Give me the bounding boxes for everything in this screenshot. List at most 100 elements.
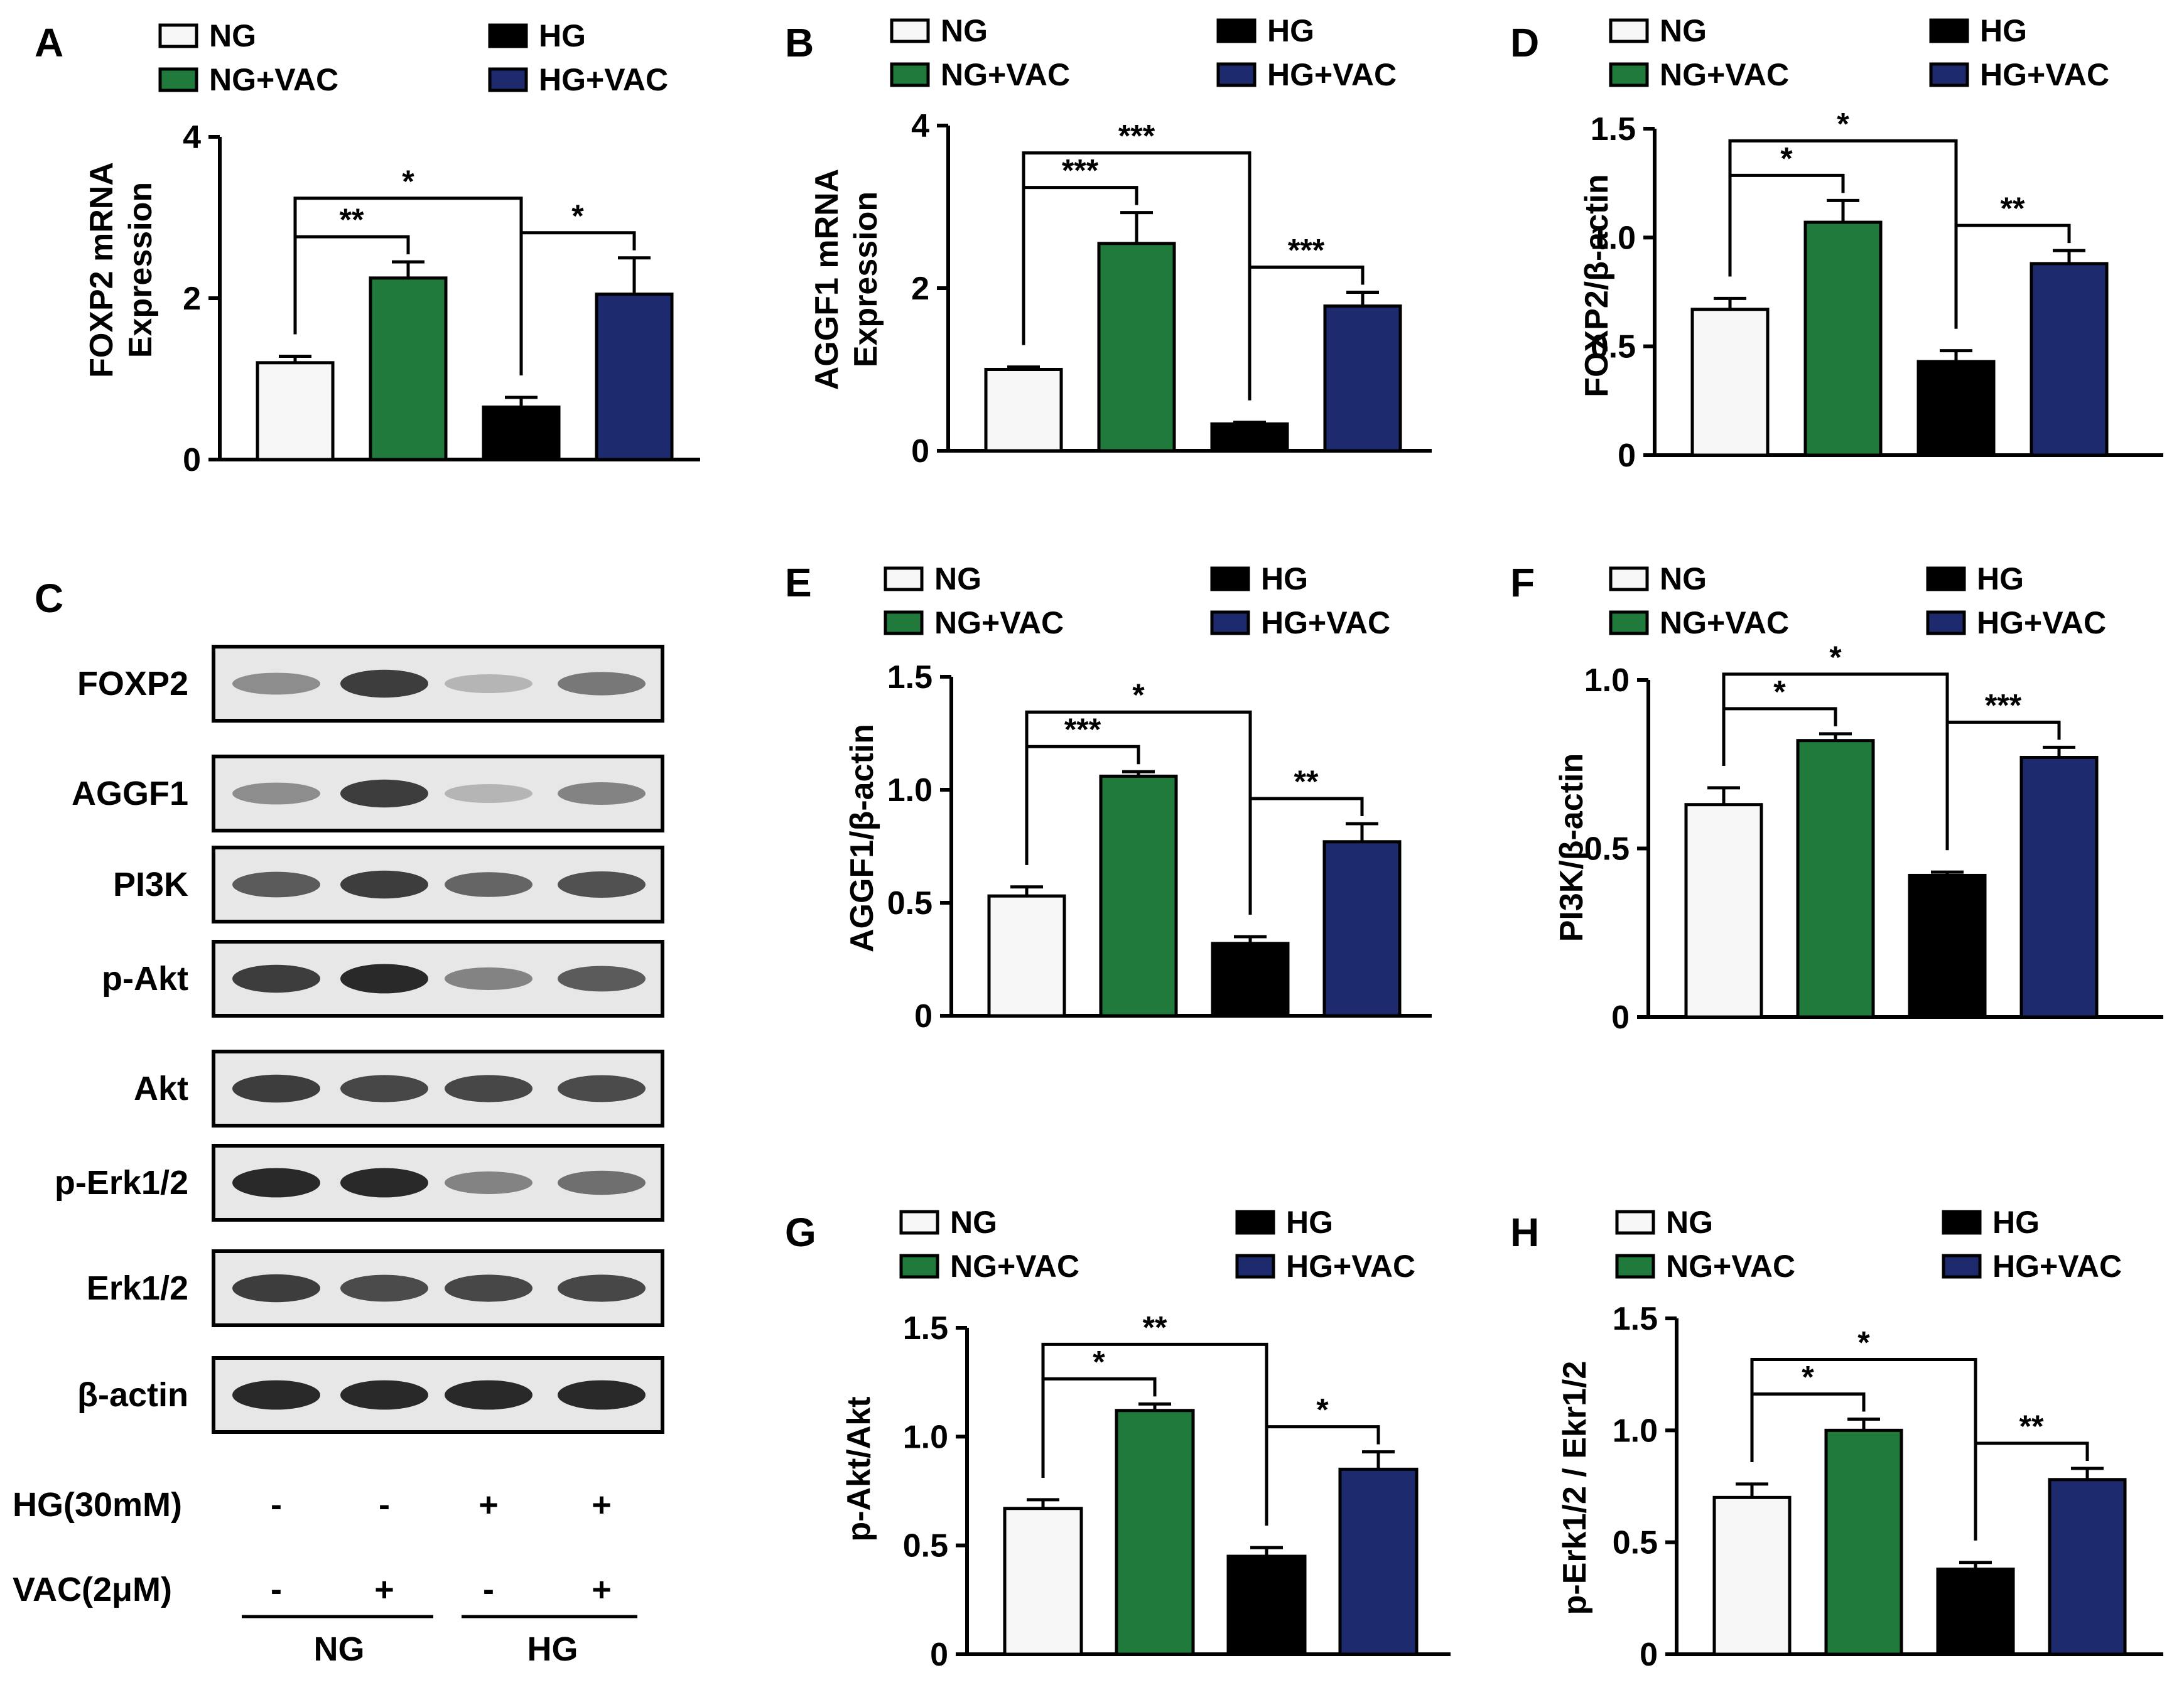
y-tick-label: 1.5: [1613, 1301, 1658, 1337]
bar-HG: [1211, 942, 1290, 1018]
bar-HG+VAC: [1322, 840, 1402, 1018]
blot-band: [558, 1075, 646, 1102]
legend-label-NG+VAC: NG+VAC: [1666, 1249, 1795, 1284]
panel-label: C: [35, 576, 63, 621]
y-tick-label: 0: [911, 433, 929, 470]
legend-swatch-HG: [1216, 18, 1257, 43]
significance-label: *: [571, 198, 584, 234]
legend-label-HG+VAC: HG+VAC: [1261, 605, 1390, 640]
legend-label-HG: HG: [1267, 13, 1314, 48]
bar-HG+VAC: [595, 293, 674, 461]
y-tick-label: 1.0: [1591, 220, 1636, 256]
condition-symbol: -: [483, 1571, 494, 1608]
legend-label-HG: HG: [1977, 561, 2024, 596]
legend-label-NG+VAC: NG+VAC: [209, 62, 338, 97]
bar-HG: [1226, 1554, 1307, 1656]
significance-label: **: [1294, 764, 1319, 799]
significance-label: ***: [1064, 712, 1101, 747]
chart-legend: NG NG+VAC HG HG+VAC: [1609, 561, 2106, 640]
condition-symbol: +: [374, 1571, 394, 1608]
blot-band: [445, 1171, 532, 1194]
legend-label-HG+VAC: HG+VAC: [1992, 1249, 2122, 1284]
legend-label-HG+VAC: HG+VAC: [1286, 1249, 1415, 1284]
condition-label: HG(30mM): [13, 1486, 182, 1524]
blot-band: [445, 1380, 532, 1410]
legend-label-NG: NG: [1666, 1205, 1713, 1240]
legend-swatch-NG+VAC: [899, 1254, 939, 1279]
y-tick-label: 1.0: [903, 1419, 948, 1455]
chart-legend: NG NG+VAC HG HG+VAC: [1609, 13, 2109, 92]
condition-symbol: -: [271, 1486, 282, 1524]
legend-swatch-HG: [488, 23, 528, 48]
significance-bracket: [1954, 223, 2071, 329]
y-axis-label: AGGF1 mRNAExpression: [809, 169, 884, 390]
blot-row-label: β-actin: [77, 1376, 188, 1414]
significance-label: *: [1802, 1360, 1814, 1395]
legend-label-HG: HG: [1286, 1205, 1333, 1240]
legend-swatch-NG+VAC: [1609, 610, 1649, 635]
legend-label-NG: NG: [209, 18, 256, 53]
western-blot-panel: C FOXP2 AGGF1 PI3K p-Akt Akt p-Erk1/2 Erk1/2 β-a…: [13, 576, 664, 1668]
panel-label: A: [35, 20, 63, 65]
blot-band: [232, 1380, 320, 1410]
legend-swatch-HG+VAC: [488, 67, 528, 92]
legend-label-NG+VAC: NG+VAC: [941, 57, 1070, 92]
significance-label: **: [1143, 1310, 1167, 1345]
legend-swatch-HG: [1235, 1210, 1275, 1235]
significance-label: *: [402, 164, 414, 199]
y-tick-label: 0.5: [1584, 831, 1630, 868]
chart-panel-B: B NG NG+VAC HG HG+VAC 0 2 4 AGGF1 mRNAExpression…: [785, 13, 1432, 470]
blot-band: [445, 784, 532, 803]
bar-HG+VAC: [2019, 756, 2099, 1019]
legend-label-NG+VAC: NG+VAC: [950, 1249, 1079, 1284]
legend-swatch-HG+VAC: [1926, 610, 1966, 635]
legend-swatch-NG: [884, 566, 924, 591]
panel-label: B: [785, 20, 814, 65]
blot-row-label: AGGF1: [72, 775, 188, 812]
blot-band: [445, 1274, 532, 1302]
bar-HG+VAC: [2030, 262, 2109, 457]
blot-band: [340, 870, 428, 899]
y-axis-label: FOXP2 mRNAExpression: [84, 162, 159, 378]
blot-band: [340, 1380, 428, 1410]
y-axis-label: AGGF1/β-actin: [844, 724, 880, 952]
bar-NG: [1684, 803, 1763, 1019]
group-label: NG: [314, 1630, 365, 1668]
legend-label-NG+VAC: NG+VAC: [1660, 605, 1789, 640]
y-tick-label: 1.5: [903, 1310, 948, 1347]
significance-label: ***: [1118, 119, 1155, 154]
legend-swatch-NG: [158, 23, 198, 48]
legend-label-HG+VAC: HG+VAC: [539, 62, 668, 97]
legend-swatch-NG: [890, 18, 930, 43]
significance-label: ***: [1985, 687, 2022, 723]
significance-label: **: [2019, 1409, 2044, 1444]
chart-panel-A: A NG NG+VAC HG HG+VAC 0 2 4 FOXP2 mRNAExpression…: [35, 18, 700, 478]
legend-label-HG+VAC: HG+VAC: [1980, 57, 2109, 92]
legend-swatch-HG: [1929, 18, 1969, 43]
blot-band: [558, 1170, 646, 1195]
bar-HG: [1210, 422, 1289, 453]
chart-panel-E: E NG NG+VAC HG HG+VAC 0 0.5 1.0 1.5AGGF1/β-actin…: [785, 560, 1432, 1035]
blot-band: [232, 1274, 320, 1303]
chart-panel-F: F NGNG+VACHGHG+VAC00.51.0PI3K/β-actin****…: [1510, 560, 2163, 1036]
blot-band: [340, 779, 428, 808]
blot-band: [232, 782, 320, 805]
significance-label: *: [1132, 677, 1145, 713]
y-tick-label: 2: [183, 281, 201, 317]
legend-label-NG: NG: [1660, 561, 1707, 596]
bar-NG: [1003, 1507, 1083, 1656]
legend-swatch-HG: [1926, 566, 1966, 591]
legend-label-HG: HG: [1980, 13, 2027, 48]
legend-swatch-NG+VAC: [884, 610, 924, 635]
legend-swatch-NG: [1615, 1210, 1655, 1235]
legend-label-NG+VAC: NG+VAC: [1660, 57, 1789, 92]
significance-label: *: [1780, 141, 1793, 176]
chart-legend: NG NG+VAC HG HG+VAC: [158, 18, 668, 97]
bar-HG: [1916, 360, 1996, 457]
blot-band: [558, 1380, 646, 1410]
y-tick-label: 1.0: [887, 772, 933, 809]
y-tick-label: 1.0: [1613, 1413, 1658, 1449]
legend-swatch-HG+VAC: [1235, 1254, 1275, 1279]
